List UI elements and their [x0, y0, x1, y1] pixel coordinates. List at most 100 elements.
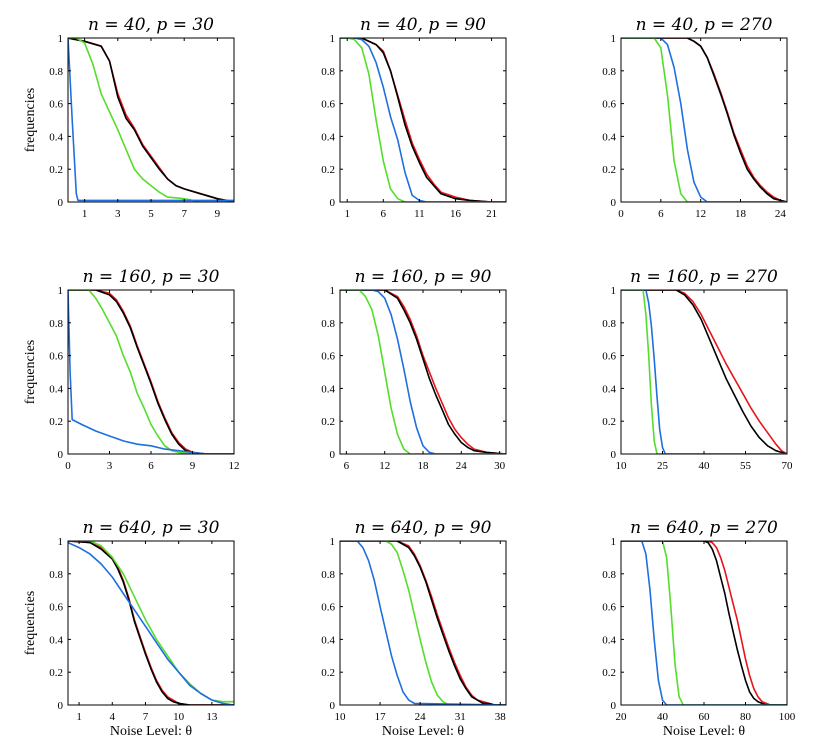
x-tick-label: 16: [450, 208, 462, 220]
series-line-red: [340, 290, 506, 454]
series-line-blue: [340, 541, 506, 705]
x-tick-label: 80: [740, 711, 752, 723]
series-line-blue: [621, 290, 787, 454]
x-tick-label: 10: [173, 711, 185, 723]
y-tick-label: 0.8: [602, 318, 616, 330]
series-line-red: [68, 541, 234, 705]
chart-panel-8: 0 0.2 0.4 0.6 0.8 1 10 17 24 31 38 n = 640, p = 90 N…: [321, 518, 507, 739]
y-tick-label: 1: [330, 33, 336, 45]
y-tick-label: 0: [330, 197, 336, 209]
x-tick-label: 24: [456, 460, 468, 472]
x-tick-label: 3: [107, 460, 113, 472]
y-tick-label: 0: [330, 700, 336, 712]
y-tick-label: 0.4: [602, 634, 616, 646]
y-tick-label: 0: [611, 197, 617, 209]
y-tick-label: 0: [58, 449, 64, 461]
y-tick-label: 0.4: [602, 383, 616, 395]
chart-title: n = 160, p = 90: [355, 267, 492, 287]
y-tick-label: 1: [611, 536, 617, 548]
y-tick-label: 0.6: [321, 99, 335, 111]
x-tick-label: 21: [486, 208, 497, 220]
y-tick-label: 0.2: [602, 164, 616, 176]
y-tick-label: 0.8: [321, 318, 335, 330]
x-tick-label: 12: [695, 208, 706, 220]
series-line-red: [621, 290, 787, 454]
y-axis-label: frequencies: [23, 340, 38, 405]
x-tick-label: 1: [76, 711, 82, 723]
plot-frame: [67, 540, 235, 706]
chart-title: n = 40, p = 270: [636, 15, 773, 35]
x-tick-label: 17: [375, 711, 387, 723]
y-tick-label: 0.2: [602, 416, 616, 428]
y-tick-label: 0: [58, 197, 64, 209]
x-tick-label: 55: [740, 460, 752, 472]
chart-title: n = 160, p = 30: [83, 267, 220, 287]
x-tick-label: 9: [190, 460, 196, 472]
series-line-red: [621, 541, 787, 705]
y-tick-label: 0.6: [49, 602, 63, 614]
y-tick-label: 0.2: [321, 416, 335, 428]
y-tick-label: 0.8: [49, 66, 63, 78]
series-line-blue: [621, 38, 787, 202]
series-line-green: [340, 38, 506, 202]
x-axis-label: Noise Level: θ: [382, 724, 464, 739]
y-tick-label: 1: [58, 285, 64, 297]
chart-panel-6: 0 0.2 0.4 0.6 0.8 1 10 25 40 55 70 n = 160, p = 270: [602, 267, 793, 472]
y-tick-label: 0.6: [49, 99, 63, 111]
x-tick-label: 18: [418, 460, 430, 472]
series-line-blue: [340, 38, 506, 202]
chart-title: n = 40, p = 30: [88, 15, 214, 35]
y-tick-label: 0.2: [49, 416, 63, 428]
series-line-black: [621, 541, 787, 705]
series-line-black: [68, 38, 234, 202]
x-tick-label: 11: [414, 208, 425, 220]
y-tick-label: 0.4: [602, 131, 616, 143]
y-tick-label: 0.2: [49, 164, 63, 176]
chart-title: n = 640, p = 270: [630, 518, 778, 538]
plot-frame: [620, 37, 788, 203]
y-tick-label: 0.6: [321, 602, 335, 614]
series-line-green: [340, 290, 506, 454]
y-tick-label: 0.4: [49, 131, 63, 143]
chart-panel-2: 00.20.40.60.811 6 11 16 21n = 40, p = 90: [321, 15, 507, 220]
x-tick-label: 18: [735, 208, 747, 220]
series-line-green: [68, 541, 234, 703]
y-tick-label: 0.4: [321, 383, 335, 395]
series-line-green: [68, 290, 234, 454]
series-line-black: [340, 290, 506, 454]
chart-title: n = 640, p = 90: [355, 518, 492, 538]
series-line-green: [621, 290, 787, 454]
y-tick-label: 0.6: [321, 351, 335, 363]
y-tick-label: 1: [58, 33, 64, 45]
x-tick-label: 100: [779, 711, 796, 723]
chart-title: n = 40, p = 90: [360, 15, 486, 35]
chart-panel-7: 0 0.2 0.4 0.6 0.8 1 1 4 7 10 13 n = 640, p = 30 freq…: [23, 518, 235, 739]
x-tick-label: 12: [229, 460, 240, 472]
y-tick-label: 1: [611, 285, 617, 297]
series-line-blue: [68, 290, 234, 454]
y-tick-label: 0: [58, 700, 64, 712]
y-tick-label: 0.6: [602, 602, 616, 614]
x-tick-label: 38: [495, 711, 507, 723]
x-tick-label: 6: [658, 208, 664, 220]
chart-panel-5: 0 0.2 0.4 0.6 0.8 1 6 12 18 24 30 n = 160, p = 90: [321, 267, 507, 472]
x-tick-label: 13: [206, 711, 218, 723]
series-line-blue: [340, 290, 506, 454]
y-tick-label: 1: [58, 536, 64, 548]
chart-panel-4: 0 0.2 0.4 0.6 0.8 1 0 3 6 9 12 n = 160, p = 30 frequ…: [23, 267, 240, 472]
chart-title: n = 640, p = 30: [83, 518, 220, 538]
x-tick-label: 24: [775, 208, 787, 220]
x-tick-label: 1: [344, 208, 350, 220]
y-axis-label: frequencies: [23, 591, 38, 656]
y-tick-label: 0.2: [49, 667, 63, 679]
y-tick-label: 0.6: [49, 351, 63, 363]
y-tick-label: 0: [611, 700, 617, 712]
y-tick-label: 0.6: [602, 99, 616, 111]
series-line-black: [621, 290, 787, 454]
x-tick-label: 10: [335, 711, 347, 723]
plot-frame: [339, 37, 507, 203]
x-tick-label: 20: [616, 711, 628, 723]
y-tick-label: 0.4: [49, 634, 63, 646]
series-line-black: [340, 541, 506, 705]
y-tick-label: 0.8: [321, 66, 335, 78]
